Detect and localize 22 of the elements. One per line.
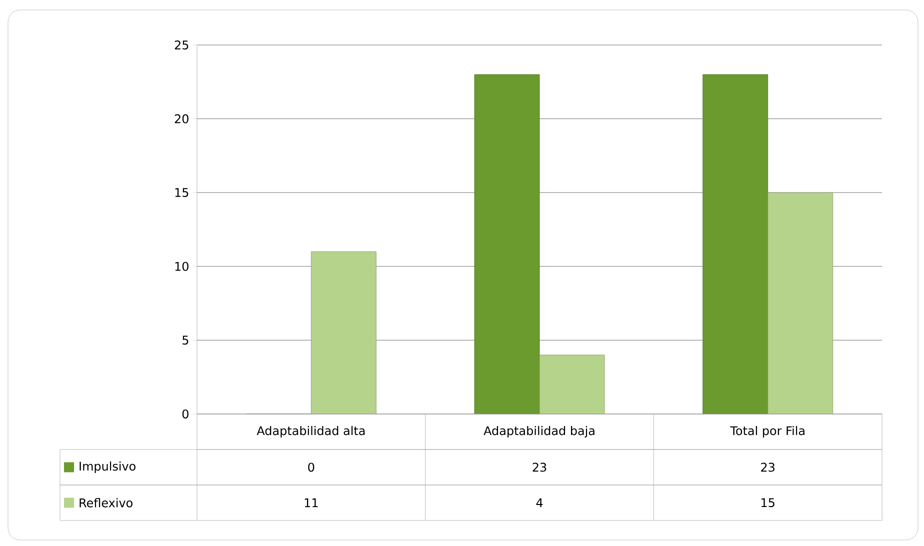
bar — [702, 74, 768, 414]
x-tick-label: Adaptabilidad alta — [256, 426, 365, 438]
legend-label: Impulsivo — [80, 461, 136, 474]
bar — [768, 192, 834, 414]
bar — [539, 354, 605, 414]
y-tick-label: 20 — [174, 114, 188, 124]
bar — [474, 74, 540, 414]
data-label: 15 — [762, 498, 774, 508]
data-label: 0 — [308, 462, 314, 472]
y-tick-label: 25 — [174, 40, 188, 50]
x-tick-label: Total por Fila — [730, 426, 804, 438]
data-label: 23 — [761, 462, 774, 472]
y-tick-label: 15 — [175, 188, 188, 198]
x-tick-label: Adaptabilidad baja — [484, 426, 594, 438]
legend-label: Reflexivo — [80, 498, 132, 508]
data-label: 23 — [532, 462, 546, 472]
data-label: 4 — [536, 498, 543, 508]
y-tick-label: 0 — [182, 409, 188, 419]
y-tick-label: 10 — [175, 262, 188, 271]
y-tick-label: 5 — [182, 336, 188, 345]
data-label: 11 — [304, 498, 318, 508]
bar — [310, 251, 376, 414]
